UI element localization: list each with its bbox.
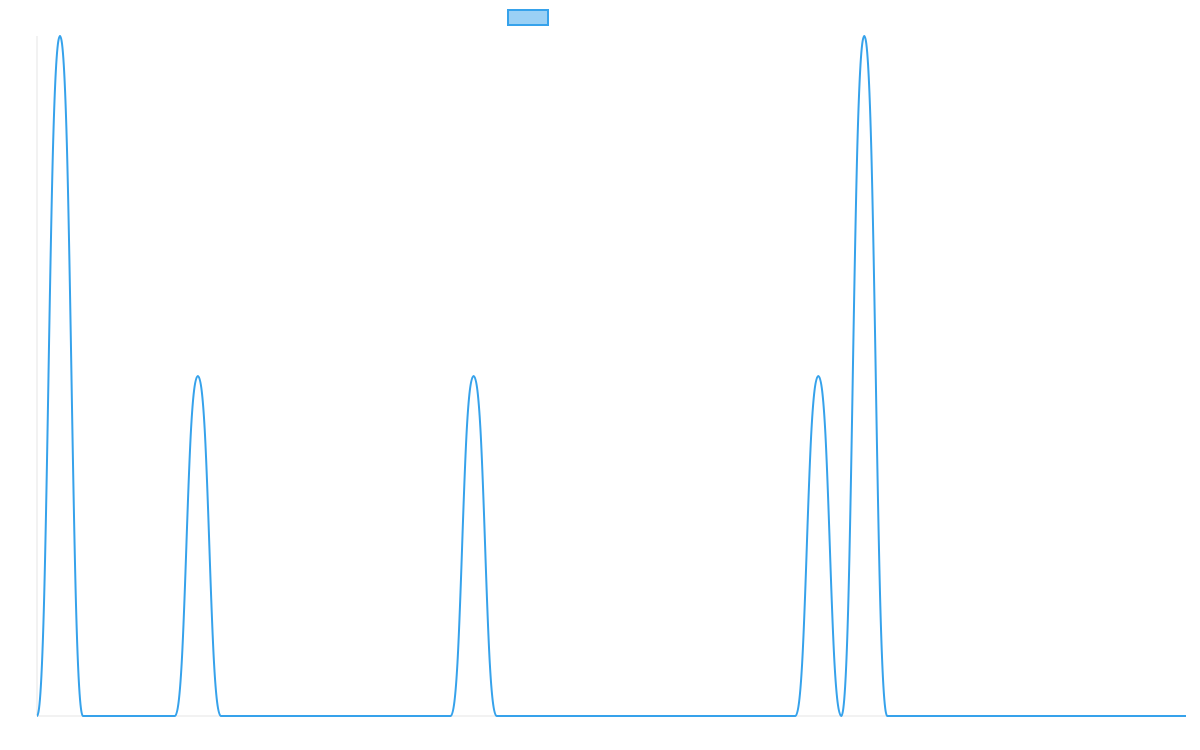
series-layer — [36, 34, 1186, 718]
series-line-0[interactable] — [36, 34, 1186, 718]
legend[interactable] — [507, 9, 549, 26]
legend-swatch[interactable] — [507, 9, 549, 26]
